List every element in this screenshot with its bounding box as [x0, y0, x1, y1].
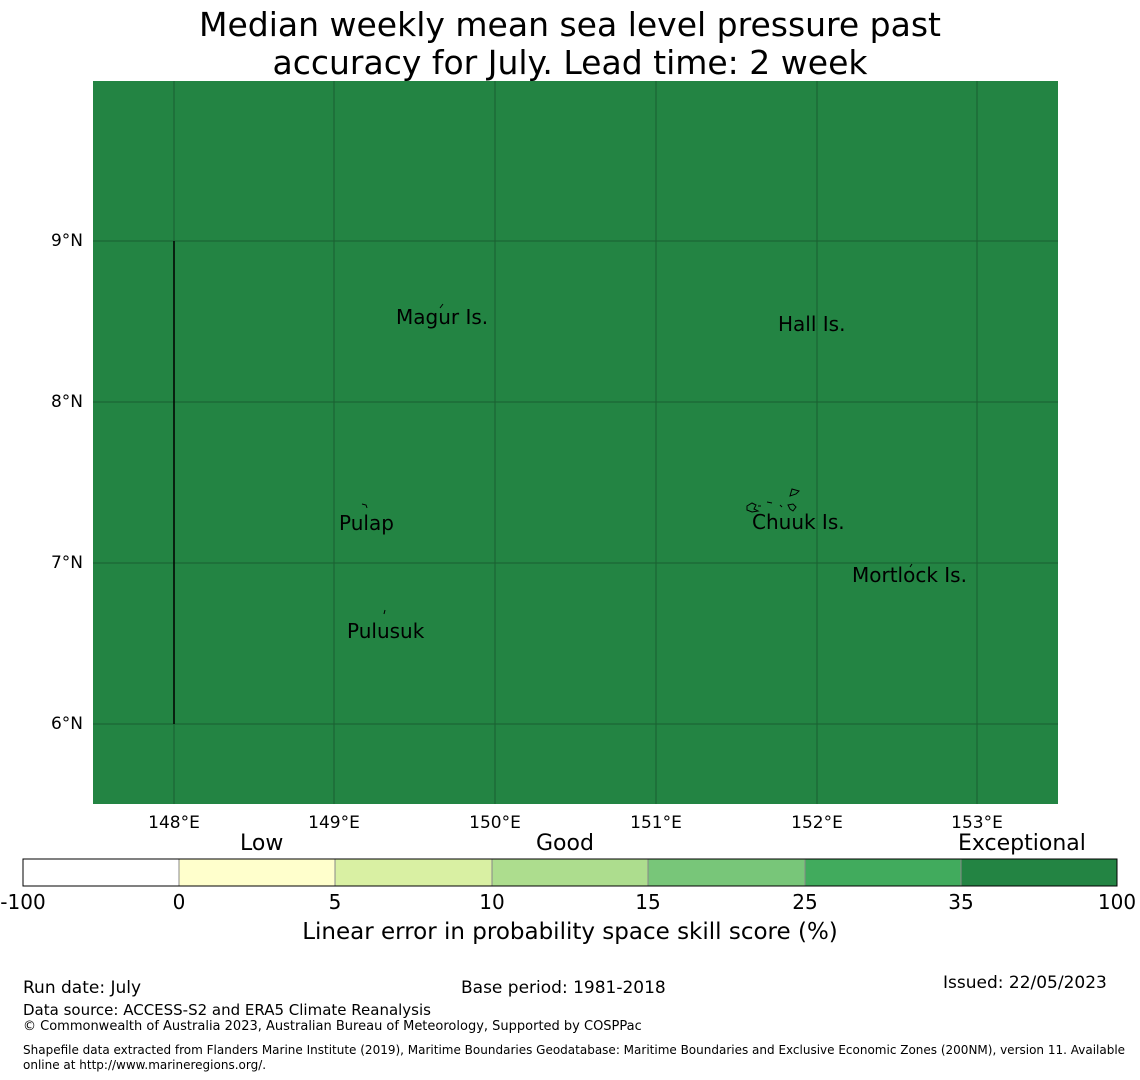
colorbar-segment-6	[804, 858, 962, 887]
category-label-low: Low	[240, 831, 284, 856]
data-source: Data source: ACCESS-S2 and ERA5 Climate …	[23, 1001, 431, 1019]
lon-label-151: 151°E	[630, 813, 682, 833]
island-mortlock	[909, 563, 913, 568]
lat-label-6: 6°N	[50, 714, 83, 734]
colorbar-segment-1	[22, 858, 180, 887]
colorbar-segment-5	[647, 858, 806, 887]
category-label-exceptional: Exceptional	[958, 831, 1086, 856]
island-pulap	[361, 503, 368, 509]
colorbar-tick-15: 15	[635, 890, 661, 914]
island-chuuk-4	[766, 501, 773, 504]
run-date: Run date: July	[23, 978, 142, 998]
lon-label-150: 150°E	[469, 813, 521, 833]
title-line-1: Median weekly mean sea level pressure pa…	[199, 5, 941, 44]
colorbar-segment-3	[334, 858, 493, 887]
lat-label-7: 7°N	[50, 553, 83, 573]
chart-title: Median weekly mean sea level pressure pa…	[0, 6, 1140, 82]
lat-label-8: 8°N	[50, 392, 83, 412]
place-label-pulusuk: Pulusuk	[347, 619, 425, 643]
issued-date: Issued: 22/05/2023	[943, 973, 1107, 993]
shapefile-credit-line-2: online at http://www.marineregions.org/.	[23, 1058, 267, 1072]
colorbar-segment-4	[491, 858, 649, 887]
place-label-magur: Magur Is.	[396, 305, 489, 329]
shapefile-credit-line-1: Shapefile data extracted from Flanders M…	[23, 1043, 1126, 1057]
island-chuuk-6	[779, 504, 783, 508]
island-chuuk-3	[787, 503, 797, 512]
map-area	[93, 81, 1058, 804]
category-label-good: Good	[536, 831, 594, 856]
title-line-2: accuracy for July. Lead time: 2 week	[272, 43, 868, 82]
place-label-mortlock: Mortlock Is.	[852, 563, 967, 587]
colorbar-title: Linear error in probability space skill …	[302, 919, 838, 945]
island-outlines	[361, 303, 913, 615]
colorbar-segment-2	[178, 858, 336, 887]
lon-label-148: 148°E	[148, 813, 200, 833]
graticule	[93, 81, 1058, 804]
lon-label-149: 149°E	[308, 813, 360, 833]
colorbar	[22, 858, 1118, 887]
colorbar-segment-7	[960, 858, 1118, 887]
base-period: Base period: 1981-2018	[461, 978, 666, 998]
colorbar-frame	[22, 858, 1118, 887]
colorbar-tick-35: 35	[948, 890, 974, 914]
lat-label-9: 9°N	[50, 231, 83, 251]
island-chuuk-1	[746, 502, 760, 513]
colorbar-tick-25: 25	[792, 890, 818, 914]
colorbar-tick-100: 100	[1097, 890, 1137, 914]
place-label-pulap: Pulap	[339, 511, 394, 535]
island-chuuk-2	[789, 488, 800, 497]
colorbar-tick-5: 5	[328, 890, 342, 914]
lon-label-153: 153°E	[951, 813, 1003, 833]
lon-label-152: 152°E	[791, 813, 843, 833]
place-label-chuuk: Chuuk Is.	[752, 510, 845, 534]
place-label-hall: Hall Is.	[778, 312, 846, 336]
colorbar-tick-10: 10	[479, 890, 505, 914]
copyright: © Commonwealth of Australia 2023, Austra…	[23, 1019, 642, 1034]
colorbar-tick-0: 0	[172, 890, 186, 914]
island-magur	[439, 303, 444, 309]
colorbar-tick-minus100: -100	[0, 890, 46, 914]
island-pulusuk	[383, 609, 386, 615]
